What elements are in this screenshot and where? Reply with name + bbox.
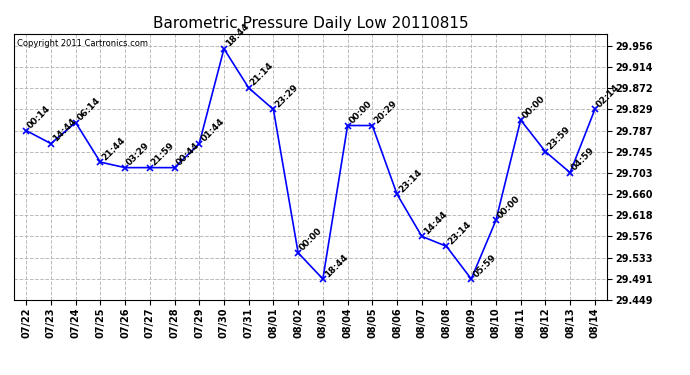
Text: 00:00: 00:00 <box>496 194 522 220</box>
Text: 14:44: 14:44 <box>51 117 78 144</box>
Text: Copyright 2011 Cartronics.com: Copyright 2011 Cartronics.com <box>17 39 148 48</box>
Text: 06:14: 06:14 <box>76 96 102 123</box>
Text: 21:59: 21:59 <box>150 141 177 168</box>
Text: 00:44: 00:44 <box>175 141 201 168</box>
Title: Barometric Pressure Daily Low 20110815: Barometric Pressure Daily Low 20110815 <box>152 16 469 31</box>
Text: 01:44: 01:44 <box>199 117 226 144</box>
Text: 02:14: 02:14 <box>595 83 622 110</box>
Text: 04:59: 04:59 <box>570 146 597 172</box>
Text: 21:14: 21:14 <box>248 61 275 88</box>
Text: 18:44: 18:44 <box>323 252 350 279</box>
Text: 00:14: 00:14 <box>26 104 52 130</box>
Text: 18:44: 18:44 <box>224 22 250 49</box>
Text: 00:00: 00:00 <box>298 226 324 253</box>
Text: 23:29: 23:29 <box>273 83 300 110</box>
Text: 03:29: 03:29 <box>125 141 152 168</box>
Text: 20:29: 20:29 <box>373 99 399 126</box>
Text: 23:14: 23:14 <box>397 168 424 194</box>
Text: 23:14: 23:14 <box>446 220 473 246</box>
Text: 05:59: 05:59 <box>471 252 497 279</box>
Text: 23:59: 23:59 <box>545 125 572 152</box>
Text: 14:44: 14:44 <box>422 210 448 236</box>
Text: 21:44: 21:44 <box>100 135 127 162</box>
Text: 00:00: 00:00 <box>348 99 374 126</box>
Text: 00:00: 00:00 <box>521 94 547 120</box>
